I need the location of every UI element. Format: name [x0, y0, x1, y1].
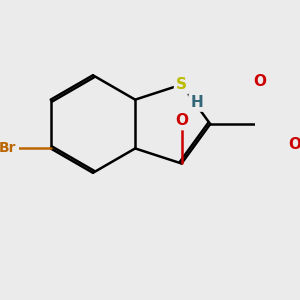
- Text: O: O: [175, 113, 188, 128]
- Text: Br: Br: [0, 141, 16, 155]
- Text: O: O: [289, 137, 300, 152]
- Text: H: H: [191, 94, 203, 110]
- Text: S: S: [176, 77, 187, 92]
- Text: O: O: [254, 74, 266, 88]
